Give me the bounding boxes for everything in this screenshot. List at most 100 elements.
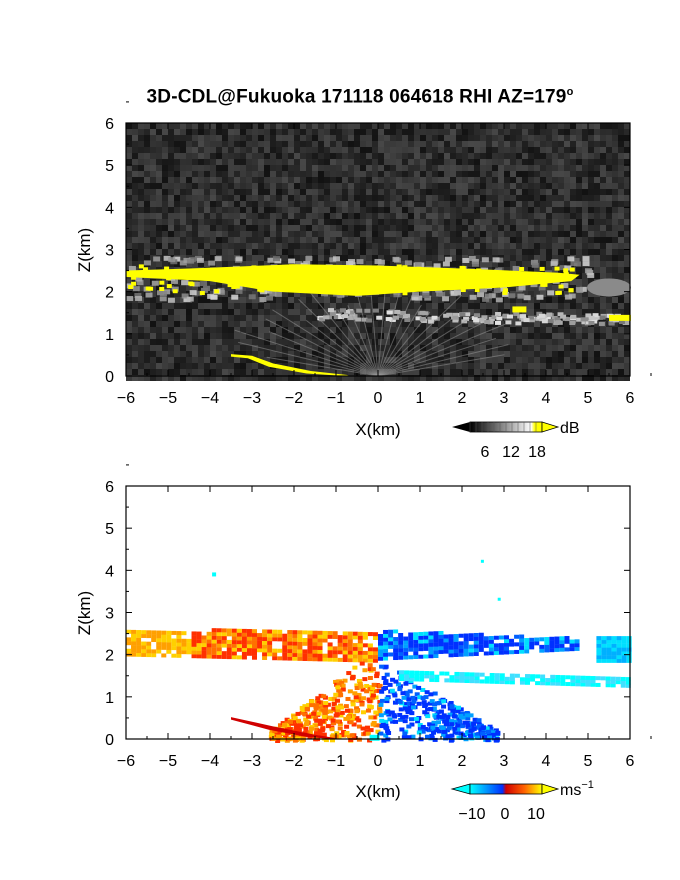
- noise-cell: [468, 369, 474, 375]
- noise-cell: [564, 201, 570, 207]
- noise-cell: [210, 243, 216, 249]
- noise-cell: [612, 375, 618, 381]
- noise-cell: [390, 183, 396, 189]
- velocity-cell: [367, 658, 373, 663]
- velocity-cell: [370, 667, 376, 672]
- noise-cell: [378, 123, 384, 129]
- noise-cell: [420, 213, 426, 219]
- noise-cell: [492, 153, 498, 159]
- noise-cell: [426, 195, 432, 201]
- noise-cell: [144, 357, 150, 363]
- velocity-cell: [309, 699, 315, 704]
- noise-cell: [516, 375, 522, 381]
- noise-cell: [126, 327, 132, 333]
- noise-cell: [522, 123, 528, 129]
- noise-cell: [252, 363, 258, 369]
- velocity-cell: [331, 702, 337, 707]
- noise-cell: [240, 231, 246, 237]
- noise-cell: [348, 171, 354, 177]
- noise-cell: [300, 303, 306, 309]
- noise-cell: [438, 201, 444, 207]
- noise-cell: [582, 153, 588, 159]
- noise-cell: [438, 303, 444, 309]
- noise-cell: [480, 345, 486, 351]
- noise-cell: [294, 219, 300, 225]
- echo-cell: [134, 293, 142, 299]
- cloud-echo-cell: [371, 281, 377, 286]
- velocity-cell: [282, 633, 288, 638]
- noise-cell: [192, 141, 198, 147]
- noise-cell: [492, 123, 498, 129]
- noise-cell: [198, 183, 204, 189]
- noise-cell: [234, 291, 240, 297]
- noise-cell: [300, 129, 306, 135]
- noise-cell: [600, 351, 606, 357]
- noise-cell: [456, 165, 462, 171]
- velocity-cell: [221, 632, 227, 637]
- noise-cell: [342, 213, 348, 219]
- velocity-cell: [136, 630, 142, 635]
- velocity-cell: [333, 713, 339, 718]
- velocity-cell: [287, 649, 293, 654]
- noise-cell: [408, 351, 414, 357]
- noise-cell: [144, 219, 150, 225]
- noise-cell: [624, 279, 630, 285]
- noise-cell: [408, 243, 414, 249]
- noise-cell: [288, 153, 294, 159]
- noise-cell: [564, 231, 570, 237]
- noise-cell: [486, 369, 492, 375]
- noise-cell: [300, 183, 306, 189]
- noise-cell: [492, 195, 498, 201]
- noise-cell: [222, 171, 228, 177]
- noise-cell: [624, 183, 630, 189]
- noise-cell: [348, 213, 354, 219]
- noise-cell: [540, 147, 546, 153]
- velocity-cell: [136, 633, 142, 638]
- noise-cell: [498, 333, 504, 339]
- noise-cell: [288, 261, 294, 267]
- noise-cell: [192, 207, 198, 213]
- noise-cell: [588, 249, 594, 255]
- velocity-cell: [221, 628, 227, 633]
- velocity-cell: [373, 688, 379, 693]
- noise-cell: [312, 195, 318, 201]
- noise-cell: [132, 195, 138, 201]
- noise-cell: [180, 333, 186, 339]
- echo-cell: [523, 318, 530, 323]
- noise-cell: [306, 321, 312, 327]
- noise-cell: [354, 189, 360, 195]
- noise-cell: [246, 177, 252, 183]
- noise-cell: [588, 123, 594, 129]
- velocity-cell: [293, 733, 299, 738]
- noise-cell: [546, 225, 552, 231]
- noise-cell: [204, 165, 210, 171]
- noise-cell: [384, 303, 390, 309]
- velocity-cell: [317, 638, 323, 643]
- velocity-cell: [181, 631, 187, 636]
- noise-cell: [432, 255, 438, 261]
- noise-cell: [582, 309, 588, 315]
- noise-cell: [354, 135, 360, 141]
- noise-cell: [396, 135, 402, 141]
- noise-cell: [222, 165, 228, 171]
- velocity-cell: [316, 700, 322, 705]
- noise-cell: [288, 165, 294, 171]
- noise-cell: [378, 177, 384, 183]
- noise-cell: [534, 153, 540, 159]
- noise-cell: [168, 153, 174, 159]
- noise-cell: [390, 207, 396, 213]
- noise-cell: [600, 159, 606, 165]
- noise-cell: [276, 315, 282, 321]
- noise-cell: [462, 213, 468, 219]
- noise-cell: [192, 369, 198, 375]
- noise-cell: [402, 363, 408, 369]
- x-tick-label: 0: [374, 390, 383, 407]
- noise-cell: [450, 297, 456, 303]
- noise-cell: [162, 207, 168, 213]
- noise-cell: [498, 339, 504, 345]
- echo-cell: [132, 286, 140, 292]
- noise-cell: [246, 231, 252, 237]
- velocity-cell: [320, 726, 326, 731]
- noise-cell: [570, 369, 576, 375]
- noise-cell: [162, 141, 168, 147]
